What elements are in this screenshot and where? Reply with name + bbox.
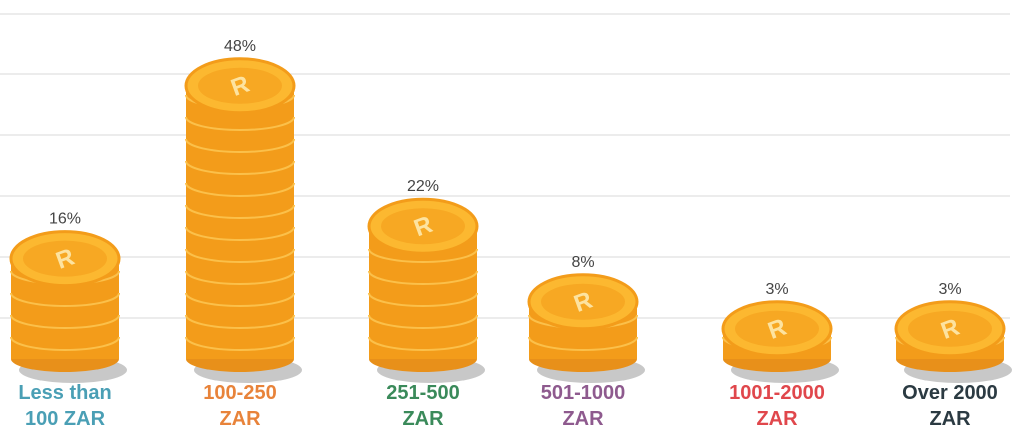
category-label: 251-500 ZAR xyxy=(386,382,460,430)
coin-edge xyxy=(185,270,295,285)
coin-stack: R xyxy=(527,273,645,383)
coin-edge xyxy=(368,314,478,329)
coin-edge xyxy=(10,314,120,329)
coin-edge xyxy=(185,336,295,351)
coin-stack: R xyxy=(894,300,1012,383)
value-label: 8% xyxy=(571,254,594,271)
coin-edge xyxy=(185,182,295,197)
value-label: 3% xyxy=(765,281,788,298)
grid xyxy=(0,13,1010,319)
category-label: Over 2000 ZAR xyxy=(902,382,998,430)
value-label: 3% xyxy=(938,281,961,298)
coin-face xyxy=(23,240,107,277)
coin-edge xyxy=(368,292,478,307)
coin-edge xyxy=(10,336,120,351)
coin-edge xyxy=(185,204,295,219)
value-label: 22% xyxy=(407,178,439,195)
category-label: Less than 100 ZAR xyxy=(18,382,112,430)
coin-face xyxy=(735,310,819,347)
coin-face xyxy=(381,208,465,245)
coin-edge xyxy=(528,336,638,351)
coin-stack: R xyxy=(721,300,839,383)
coin-edge xyxy=(185,160,295,175)
coin-edge xyxy=(368,248,478,263)
coin-stack: R xyxy=(9,230,127,383)
coin-edge xyxy=(10,292,120,307)
coin-stack: R xyxy=(367,197,485,383)
coin-edge xyxy=(185,314,295,329)
coin-stack: R xyxy=(184,57,302,383)
value-label: 16% xyxy=(49,211,81,228)
coin-edge xyxy=(185,292,295,307)
value-label: 48% xyxy=(224,38,256,55)
coin-body xyxy=(186,85,294,360)
coin-edge xyxy=(185,138,295,153)
coin-face xyxy=(541,283,625,320)
coin-face xyxy=(908,310,992,347)
category-label: 1001-2000 ZAR xyxy=(729,382,825,430)
coin-edge xyxy=(368,270,478,285)
coin-face xyxy=(198,67,282,104)
category-label: 100-250 ZAR xyxy=(203,382,277,430)
category-label: 501-1000 ZAR xyxy=(540,382,626,430)
coin-edge xyxy=(368,336,478,351)
coin-edge xyxy=(185,248,295,263)
coin-edge xyxy=(185,226,295,241)
coin-edge xyxy=(185,116,295,131)
